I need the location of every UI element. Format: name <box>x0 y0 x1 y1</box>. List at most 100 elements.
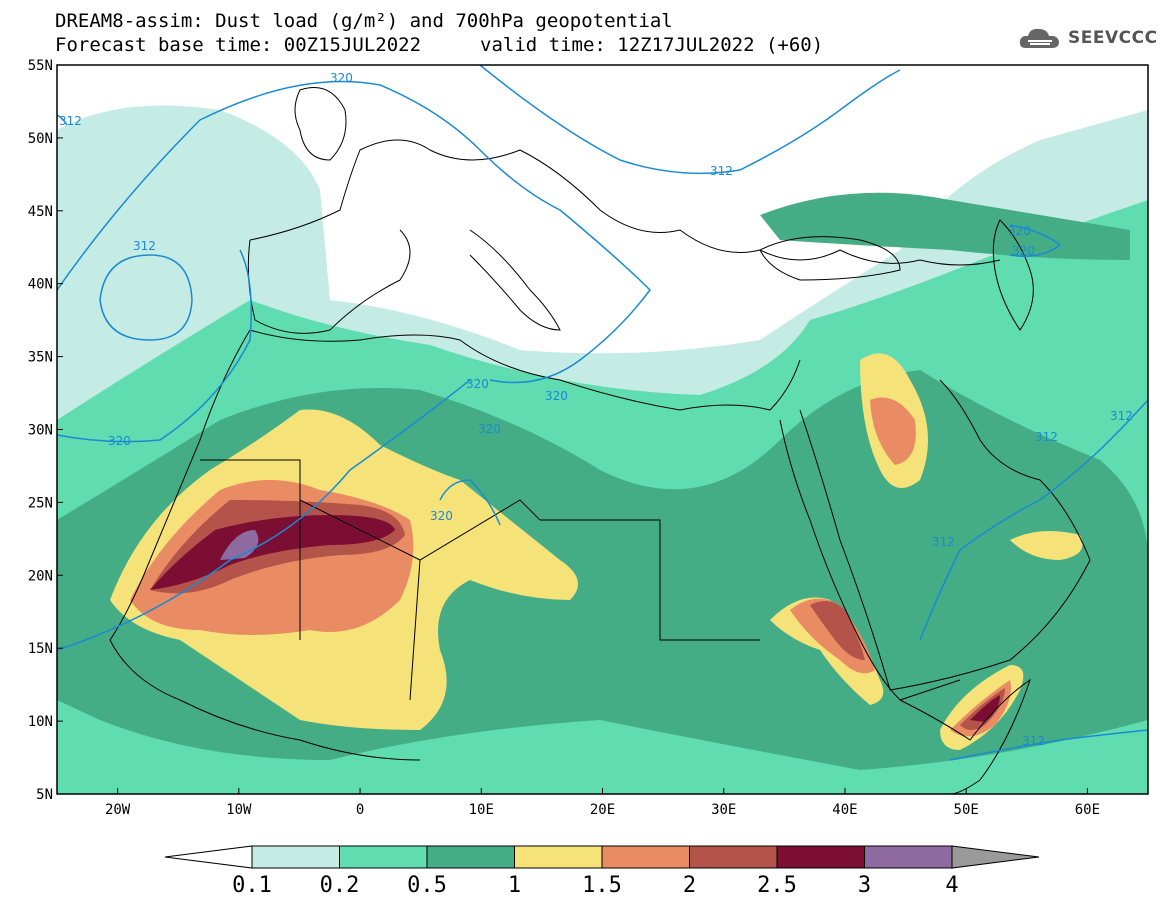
contour-312-horn <box>949 729 1148 761</box>
contour-label: 312 <box>1035 430 1058 444</box>
contour-label: 312 <box>1110 409 1133 423</box>
lon-tick-label: 20E <box>590 802 615 818</box>
border-africa-2 <box>299 499 541 561</box>
contour-320-caspian <box>1009 224 1062 257</box>
lat-tick-label: 25N <box>28 495 53 511</box>
colorbar-box <box>426 845 515 869</box>
border-africa-1 <box>200 459 301 640</box>
colorbar-label: 0.2 <box>320 873 360 898</box>
colorbar-boxes <box>251 845 953 869</box>
geopotential-contours <box>57 65 1148 761</box>
lon-tick-label: 30E <box>711 802 736 818</box>
contour-label: 320 <box>545 389 568 403</box>
contour-312-corner <box>57 114 68 126</box>
dust-level-1.5-iraq <box>870 397 916 465</box>
colorbar-label: 3 <box>858 873 871 898</box>
colorbar-under-arrow <box>164 845 253 869</box>
seevccc-logo: SEEVCCC <box>1018 26 1158 50</box>
lon-tick-label: 60E <box>1075 802 1100 818</box>
lat-tick-label: 35N <box>28 350 53 366</box>
lon-tick-label: 10E <box>469 802 494 818</box>
contour-label: 312 <box>932 535 955 549</box>
map-title: DREAM8-assim: Dust load (g/m²) and 700hP… <box>55 10 673 32</box>
border-africa-3 <box>540 519 760 641</box>
coastlines <box>109 87 1091 794</box>
contour-label: 320 <box>1008 224 1031 238</box>
contour-label: 320 <box>466 377 489 391</box>
dust-level-0.5-north <box>760 192 1130 260</box>
contour-320-west <box>57 249 252 443</box>
dust-level-3 <box>220 530 259 560</box>
lon-tick-label: 50E <box>954 802 979 818</box>
colorbar-label: 0.1 <box>232 873 272 898</box>
lon-tick-label: 0 <box>356 802 364 818</box>
contour-320-north <box>57 80 651 384</box>
lat-tick-label: 10N <box>28 714 53 730</box>
colorbar-box <box>514 845 603 869</box>
coast-britain <box>294 87 347 161</box>
latitude-axis: 5N 10N 15N 20N 25N 30N 35N 40N 45N 50N 55N <box>28 58 63 803</box>
contour-312-north <box>479 65 901 175</box>
colorbar: 0.1 0.2 0.5 1 1.5 2 2.5 3 4 <box>164 845 1040 898</box>
contour-label: 312 <box>1022 734 1045 748</box>
colorbar-box <box>864 845 953 869</box>
base-time-text: Forecast base time: 00Z15JUL2022 <box>55 34 422 56</box>
contour-label: 320 <box>330 71 353 85</box>
coast-italy <box>469 229 561 331</box>
contour-label: 320 <box>108 434 131 448</box>
colorbar-box <box>776 845 865 869</box>
lat-tick-label: 20N <box>28 568 53 584</box>
colorbar-box <box>601 845 690 869</box>
lat-tick-label: 30N <box>28 423 53 439</box>
border-africa-4 <box>409 559 421 701</box>
lat-tick-label: 55N <box>28 58 53 74</box>
dust-level-1-redsea <box>770 597 884 705</box>
colorbar-box <box>251 845 340 869</box>
contour-label: 312 <box>710 164 733 178</box>
logo-text: SEEVCCC <box>1068 28 1158 48</box>
lon-tick-label: 10W <box>226 802 252 818</box>
colorbar-label: 0.5 <box>407 873 447 898</box>
contour-312-low <box>99 254 193 341</box>
dust-level-0.1-atlantic <box>82 156 262 340</box>
colorbar-box <box>689 845 778 869</box>
forecast-times: Forecast base time: 00Z15JUL2022 valid ti… <box>55 34 823 56</box>
contour-label: 312 <box>59 114 82 128</box>
dust-level-2.5-horn <box>970 695 1000 722</box>
coast-horn <box>899 678 1031 794</box>
lon-tick-label: 40E <box>832 802 857 818</box>
dust-level-2-redsea <box>810 601 865 660</box>
contour-label-group: 320 312 312 312 320 320 320 320 320 312 … <box>59 71 1133 748</box>
coast-europe <box>249 139 1001 266</box>
lat-tick-label: 45N <box>28 204 53 220</box>
lat-tick-label: 5N <box>36 787 53 803</box>
colorbar-label: 2 <box>683 873 696 898</box>
coast-black-sea <box>759 236 901 281</box>
colorbar-label: 1 <box>508 873 521 898</box>
lat-tick-label: 50N <box>28 131 53 147</box>
colorbar-labels: 0.1 0.2 0.5 1 1.5 2 2.5 3 4 <box>232 873 959 898</box>
contour-label: 312 <box>133 239 156 253</box>
colorbar-over-arrow <box>951 845 1040 869</box>
contour-label: 320 <box>430 509 453 523</box>
lat-tick-label: 40N <box>28 277 53 293</box>
lon-tick-label: 20W <box>105 802 131 818</box>
coast-n-africa <box>249 329 801 411</box>
colorbar-label: 1.5 <box>582 873 622 898</box>
coast-west-africa <box>109 329 421 761</box>
coast-arabia <box>799 379 1091 691</box>
contour-320-sahara <box>57 379 471 651</box>
coast-red-sea <box>779 419 961 701</box>
colorbar-box <box>339 845 428 869</box>
contour-312-arabia <box>919 399 1148 641</box>
lat-tick-label: 15N <box>28 641 53 657</box>
cloud-icon <box>1019 28 1059 48</box>
colorbar-label: 4 <box>945 873 958 898</box>
dust-level-1-arabia <box>1010 531 1083 560</box>
longitude-axis: 20W 10W 0 10E 20E 30E 40E 50E 60E <box>105 788 1100 818</box>
dust-fields <box>57 105 1148 794</box>
dust-level-2.5 <box>150 515 395 590</box>
colorbar-label: 2.5 <box>757 873 797 898</box>
contour-320-libya <box>439 479 501 526</box>
